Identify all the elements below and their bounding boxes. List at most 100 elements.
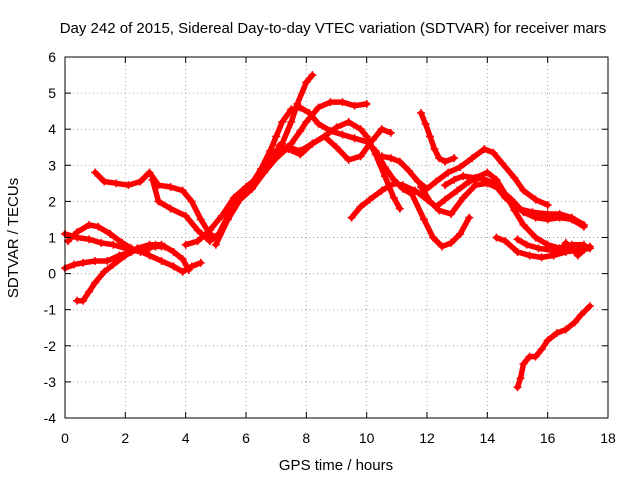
data-point	[178, 267, 187, 276]
data-point	[441, 181, 450, 190]
data-point	[205, 237, 214, 246]
data-point	[426, 197, 435, 206]
y-tick-label: -1	[44, 302, 57, 318]
y-tick-label: 3	[48, 157, 56, 173]
data-point	[416, 108, 425, 117]
data-point	[193, 237, 202, 246]
data-point	[196, 215, 205, 224]
data-point	[308, 139, 317, 148]
data-point	[398, 181, 407, 190]
data-point	[112, 179, 121, 188]
data-point	[320, 132, 329, 141]
data-point	[284, 145, 293, 154]
data-point	[100, 177, 109, 186]
data-point	[450, 175, 459, 184]
data-point	[438, 242, 447, 251]
data-point	[459, 193, 468, 202]
y-tick-label: 0	[48, 266, 56, 282]
data-point	[585, 302, 594, 311]
data-point	[426, 132, 435, 141]
data-point	[413, 177, 422, 186]
data-point	[519, 186, 528, 195]
data-point	[229, 193, 238, 202]
data-point	[79, 296, 88, 305]
data-point	[498, 159, 507, 168]
data-point	[453, 186, 462, 195]
data-point	[106, 229, 115, 238]
data-point	[519, 220, 528, 229]
x-tick-label: 4	[182, 430, 190, 446]
data-point	[567, 244, 576, 253]
data-point	[278, 117, 287, 126]
data-point	[97, 238, 106, 247]
data-point	[85, 220, 94, 229]
data-point	[217, 211, 226, 220]
data-point	[79, 258, 88, 267]
data-point	[492, 233, 501, 242]
data-point	[510, 173, 519, 182]
data-point	[136, 177, 145, 186]
x-tick-label: 8	[302, 430, 310, 446]
data-point	[410, 186, 419, 195]
data-point	[338, 98, 347, 107]
data-point	[444, 168, 453, 177]
data-point	[166, 204, 175, 213]
data-point	[211, 240, 220, 249]
data-point	[109, 260, 118, 269]
data-point	[447, 210, 456, 219]
data-point	[260, 168, 269, 177]
data-point	[344, 155, 353, 164]
data-point	[543, 215, 552, 224]
y-tick-label: 5	[48, 85, 56, 101]
data-point	[537, 345, 546, 354]
data-point	[404, 166, 413, 175]
data-point	[471, 181, 480, 190]
y-axis-label: SDTVAR / TECUs	[5, 178, 22, 298]
data-point	[435, 206, 444, 215]
data-point	[157, 256, 166, 265]
data-point	[531, 213, 540, 222]
data-point	[471, 173, 480, 182]
data-point	[543, 336, 552, 345]
data-point	[356, 152, 365, 161]
data-point	[145, 168, 154, 177]
data-point	[205, 226, 214, 235]
y-tick-label: 6	[48, 49, 56, 65]
data-point	[365, 195, 374, 204]
data-point	[326, 98, 335, 107]
data-point	[350, 134, 359, 143]
x-tick-label: 18	[600, 430, 616, 446]
data-point	[459, 172, 468, 181]
data-point	[287, 139, 296, 148]
data-point	[275, 141, 284, 150]
data-point	[456, 163, 465, 172]
data-point	[73, 233, 82, 242]
y-tick-label: -2	[44, 338, 57, 354]
data-point	[516, 374, 525, 383]
y-tick-label: 4	[48, 121, 56, 137]
data-point	[546, 246, 555, 255]
series-track-7	[182, 72, 316, 248]
data-point	[450, 154, 459, 163]
data-point	[133, 244, 142, 253]
data-point	[368, 136, 377, 145]
data-point	[356, 202, 365, 211]
data-point	[585, 242, 594, 251]
data-point	[196, 258, 205, 267]
x-tick-label: 0	[61, 430, 69, 446]
data-point	[579, 222, 588, 231]
data-point	[419, 215, 428, 224]
x-tick-label: 6	[242, 430, 250, 446]
data-point	[389, 179, 398, 188]
data-point	[235, 195, 244, 204]
data-point	[178, 186, 187, 195]
data-point	[308, 71, 317, 80]
data-point	[456, 229, 465, 238]
data-point	[85, 235, 94, 244]
data-point	[421, 119, 430, 128]
x-tick-label: 12	[419, 430, 435, 446]
data-point	[193, 226, 202, 235]
